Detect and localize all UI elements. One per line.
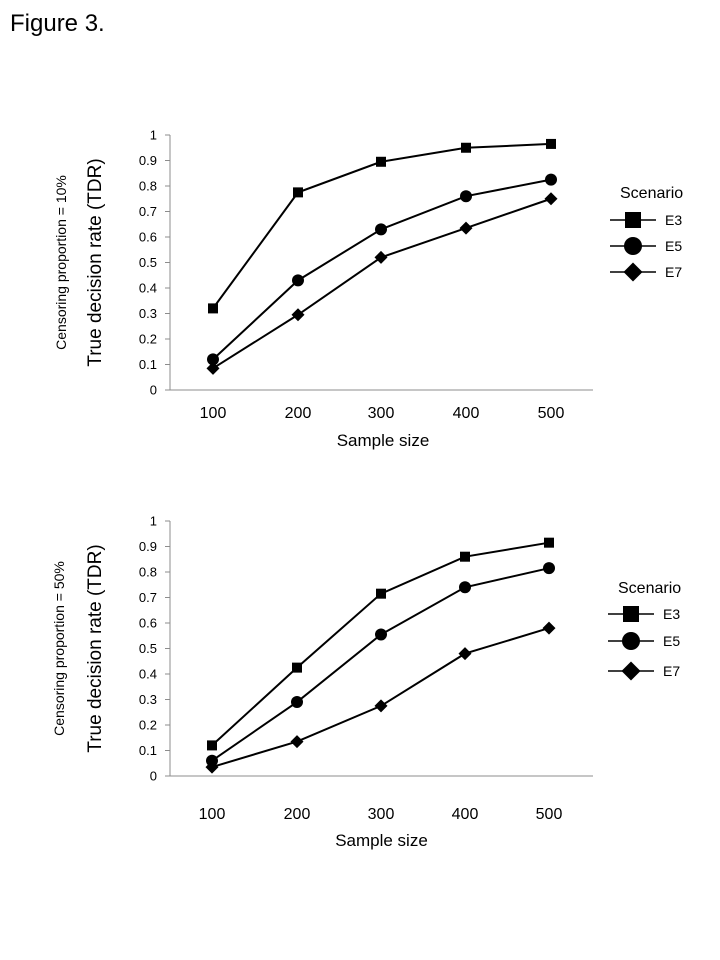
legend-marker-e5 [622, 632, 640, 650]
legend-label: E7 [665, 264, 682, 280]
data-point-e5 [459, 581, 471, 594]
legend-marker-e5 [624, 237, 642, 255]
chart-censoring-10: 0 0.1 0.2 0.3 0.4 0.5 0.6 0.7 0.8 0.9 1 100 200 300 40… [53, 128, 683, 451]
data-point-e5 [545, 173, 557, 186]
y-tick-label: 0.2 [139, 718, 157, 733]
x-axis-label: Sample size [335, 831, 428, 850]
y-tick-label: 0.1 [139, 743, 157, 758]
data-point-e3 [376, 156, 386, 167]
data-point-e7 [205, 760, 219, 774]
y-tick-label: 0.5 [139, 255, 157, 270]
y-tick-label: 0.3 [139, 692, 157, 707]
y-tick-label: 0.9 [139, 153, 157, 168]
series-line-e5 [212, 178, 552, 361]
data-point-e5 [460, 190, 472, 203]
data-point-e3 [544, 537, 554, 548]
legend-marker-e3 [623, 606, 639, 622]
legend-marker-e7 [621, 661, 641, 681]
data-point-e3 [546, 138, 556, 149]
y-axis-outer-label: Censoring proportion = 10% [53, 175, 69, 350]
data-point-e3 [460, 551, 470, 562]
y-tick-label: 0.6 [139, 230, 157, 245]
y-tick-label: 0.7 [139, 204, 157, 219]
x-tick-label: 200 [285, 405, 312, 422]
y-tick-label: 0.3 [139, 306, 157, 321]
y-tick-label: 0.8 [139, 565, 157, 580]
data-point-e3 [292, 662, 302, 673]
y-axis-label: True decision rate (TDR) [85, 544, 106, 752]
y-tick-label: 0.1 [139, 357, 157, 372]
data-point-e7 [290, 735, 304, 749]
legend-label: E7 [663, 663, 680, 679]
data-point-e3 [293, 187, 303, 198]
data-point-e7 [544, 192, 558, 206]
data-point-e7 [458, 647, 472, 661]
y-tick-label: 0.4 [139, 281, 157, 296]
y-tick-label: 0.9 [139, 539, 157, 554]
y-tick-label: 0.6 [139, 616, 157, 631]
data-point-e5 [291, 696, 303, 709]
y-axis-outer-label: Censoring proportion = 50% [51, 561, 67, 736]
x-tick-label: 300 [368, 405, 395, 422]
data-point-e3 [461, 142, 471, 153]
x-tick-label: 400 [452, 806, 479, 823]
data-point-e7 [459, 221, 473, 235]
y-tick-label: 1 [150, 128, 157, 143]
data-point-e7 [374, 699, 388, 713]
y-tick-label: 0.5 [139, 641, 157, 656]
y-tick-label: 0.7 [139, 590, 157, 605]
data-point-e5 [292, 274, 304, 287]
x-tick-label: 100 [199, 806, 226, 823]
legend-marker-e7 [623, 262, 643, 282]
x-tick-label: 300 [368, 806, 395, 823]
legend-label: E5 [665, 238, 682, 254]
x-tick-label: 500 [538, 405, 565, 422]
legend-label: E3 [665, 212, 682, 228]
x-axis-label: Sample size [337, 431, 430, 450]
data-point-e3 [207, 740, 217, 751]
x-tick-label: 400 [453, 405, 480, 422]
y-tick-label: 1 [150, 514, 157, 529]
y-tick-label: 0.8 [139, 179, 157, 194]
data-point-e7 [374, 250, 388, 264]
figure-title: Figure 3. [10, 10, 105, 37]
x-tick-label: 500 [536, 806, 563, 823]
data-point-e5 [375, 628, 387, 641]
data-point-e3 [208, 303, 218, 314]
y-tick-label: 0 [150, 769, 157, 784]
data-point-e5 [207, 353, 219, 366]
data-point-e5 [543, 562, 555, 575]
data-point-e5 [375, 223, 387, 236]
chart-censoring-50: 0 0.1 0.2 0.3 0.4 0.5 0.6 0.7 0.8 0.9 1 100 200 300 40… [51, 514, 681, 851]
legend-title: Scenario [618, 580, 681, 597]
legend-label: E3 [663, 606, 680, 622]
x-tick-label: 200 [284, 806, 311, 823]
data-point-e7 [291, 308, 305, 322]
y-tick-label: 0.2 [139, 332, 157, 347]
data-point-e3 [376, 588, 386, 599]
data-point-e7 [206, 361, 220, 375]
legend-label: E5 [663, 633, 680, 649]
x-tick-label: 100 [200, 405, 227, 422]
legend-title: Scenario [620, 185, 683, 202]
legend-marker-e3 [625, 212, 641, 228]
y-tick-label: 0 [150, 383, 157, 398]
data-point-e7 [542, 621, 556, 635]
y-axis-label: True decision rate (TDR) [85, 158, 106, 366]
y-tick-label: 0.4 [139, 667, 157, 682]
series-line-e7 [211, 627, 550, 769]
